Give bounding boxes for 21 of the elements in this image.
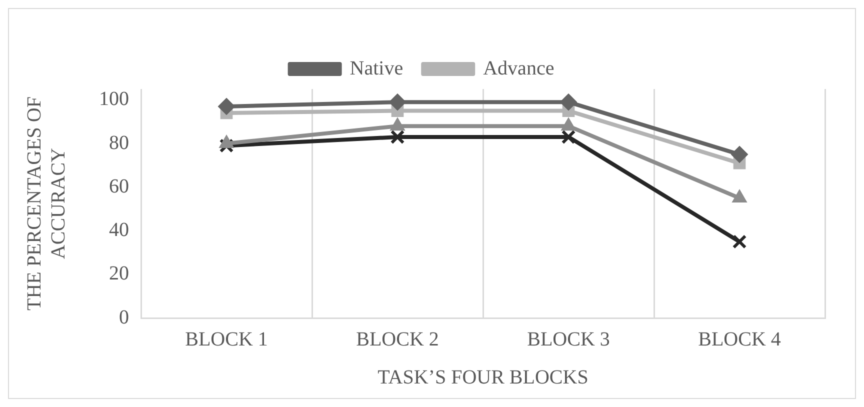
y-axis-title: THE PERCENTAGES OF ACCURACY [23, 96, 70, 310]
point [218, 98, 235, 115]
point [560, 94, 577, 111]
x-axis-title: TASK’S FOUR BLOCKS [378, 366, 588, 388]
y-tick-label: 100 [99, 88, 129, 110]
x-tick-label: BLOCK 3 [527, 328, 610, 350]
y-tick-label: 0 [119, 306, 129, 328]
point [390, 130, 405, 144]
y-tick-label: 60 [109, 175, 129, 198]
legend-label: Advance [483, 57, 554, 80]
point [732, 234, 747, 249]
point [389, 94, 406, 111]
x-tick-label: BLOCK 1 [185, 328, 268, 350]
y-tick-label: 40 [109, 219, 129, 242]
point [731, 146, 748, 163]
y-tick-label: 80 [109, 132, 129, 154]
y-tick-label: 20 [109, 262, 129, 285]
point [561, 130, 576, 144]
legend-label: Native [350, 57, 404, 80]
x-tick-label: BLOCK 4 [698, 328, 781, 350]
x-tick-label: BLOCK 2 [356, 328, 439, 350]
